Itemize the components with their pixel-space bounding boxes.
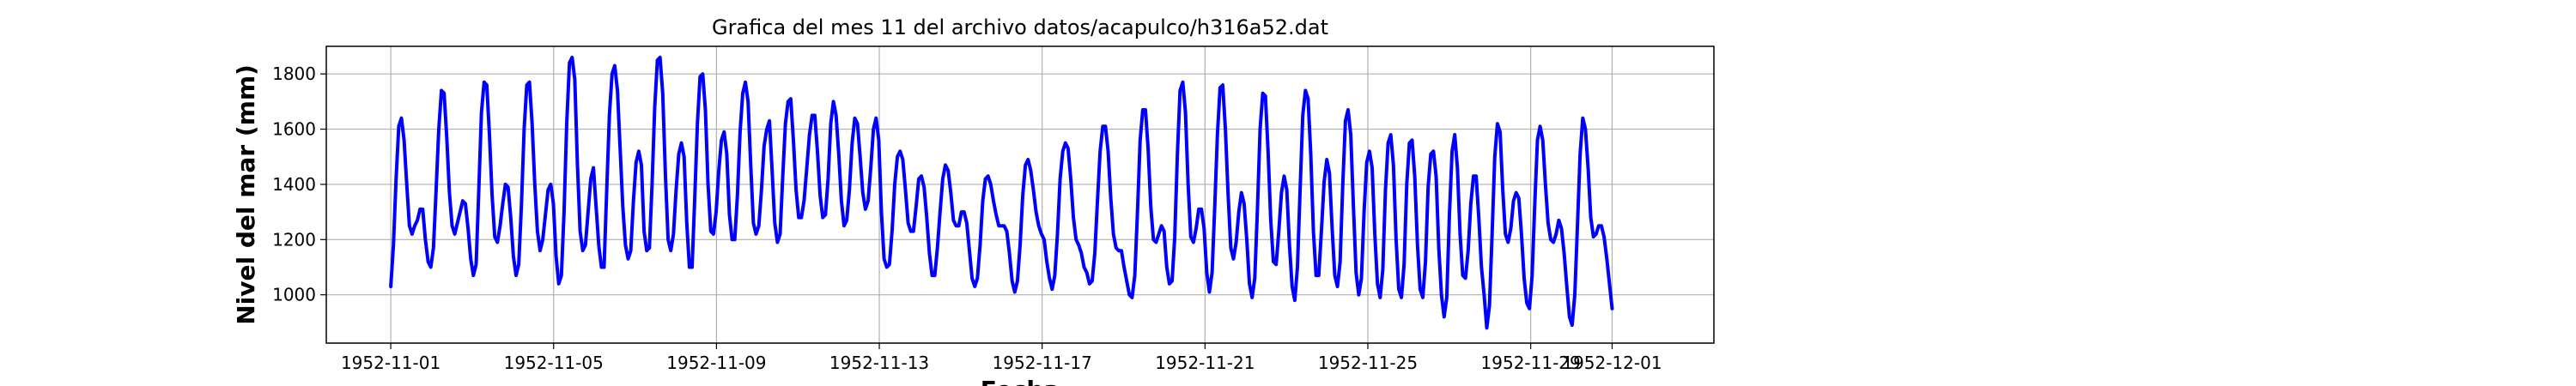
x-tick-label: 1952-11-29 bbox=[1481, 353, 1581, 373]
x-tick-label: 1952-11-25 bbox=[1318, 353, 1418, 373]
x-tick-label: 1952-11-13 bbox=[829, 353, 929, 373]
x-tick-label: 1952-11-17 bbox=[993, 353, 1092, 373]
y-tick-label: 1400 bbox=[272, 174, 316, 195]
x-tick-label: 1952-11-21 bbox=[1155, 353, 1255, 373]
x-tick-label: 1952-11-05 bbox=[504, 353, 604, 373]
x-tick-label: 1952-11-01 bbox=[341, 353, 440, 373]
y-tick-label: 1000 bbox=[272, 285, 316, 305]
y-tick-label: 1200 bbox=[272, 229, 316, 250]
x-tick-label: 1952-11-09 bbox=[666, 353, 766, 373]
plot-area-frame bbox=[325, 45, 1715, 344]
y-axis-label: Nivel del mar (mm) bbox=[232, 64, 260, 325]
axis-ticks: 1000 1200 1400 1600 1800 1952-11-01 1952-11-05… bbox=[272, 63, 1662, 373]
y-tick-label: 1600 bbox=[272, 119, 316, 140]
y-tick-label: 1800 bbox=[272, 63, 316, 84]
data-layer bbox=[389, 55, 1614, 330]
x-axis-label: Fecha bbox=[981, 376, 1060, 386]
x-tick-label: 1952-12-01 bbox=[1562, 353, 1662, 373]
chart-title: Grafica del mes 11 del archivo datos/aca… bbox=[712, 15, 1328, 39]
series-line-0 bbox=[389, 55, 1614, 330]
